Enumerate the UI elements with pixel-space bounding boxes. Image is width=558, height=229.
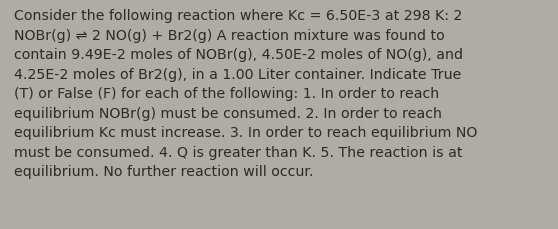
Text: Consider the following reaction where Kc = 6.50E-3 at 298 K: 2
NOBr(g) ⇌ 2 NO(g): Consider the following reaction where Kc…: [14, 9, 477, 178]
